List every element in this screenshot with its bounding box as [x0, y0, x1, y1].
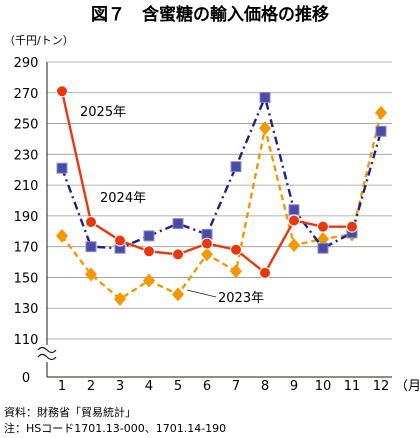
data-point: [85, 267, 97, 282]
y-tick-label: 110: [14, 333, 39, 348]
x-tick-label: 12: [373, 379, 390, 394]
y-tick-label: 230: [14, 148, 39, 163]
x-tick-label: 9: [290, 379, 298, 394]
y-tick-labels: 290 270 250 230 210 190 170 150 130 110 0: [14, 56, 39, 386]
data-point: [114, 234, 126, 247]
x-tick-label: 7: [232, 379, 240, 394]
series-labels: 2025年 2024年 2023年: [80, 105, 264, 306]
data-point: [230, 243, 242, 256]
data-point: [172, 248, 184, 261]
hs-code-note: 注：HSコード1701.13-000、1701.14-190: [4, 421, 226, 435]
series-2: [56, 105, 387, 306]
x-tick-label: 1: [58, 379, 66, 394]
series-label: 2023年: [218, 291, 264, 306]
data-point: [288, 214, 300, 227]
x-tick-labels: 1 2 3 4 5 6 7 8 9 10 11 12: [58, 379, 389, 394]
y-tick-label: 0: [22, 371, 30, 386]
data-point: [56, 162, 68, 174]
x-tick-label: 8: [261, 379, 269, 394]
data-point: [259, 121, 271, 136]
y-tick-label: 250: [14, 118, 39, 133]
y-axis-unit: （千円/トン）: [4, 34, 74, 47]
x-tick-label: 4: [145, 379, 153, 394]
axis-break-mark: [37, 346, 57, 354]
x-tick-label: 11: [344, 379, 361, 394]
y-tick-label: 190: [14, 210, 39, 225]
data-point: [230, 264, 242, 279]
y-tick-label: 270: [14, 87, 39, 102]
data-point: [375, 105, 387, 120]
data-point: [143, 273, 155, 288]
data-point: [259, 266, 271, 279]
data-point: [85, 241, 97, 253]
data-point: [346, 220, 358, 233]
data-point: [143, 245, 155, 258]
data-point: [114, 291, 126, 306]
data-point: [56, 228, 68, 243]
data-point: [172, 218, 184, 230]
data-point: [317, 231, 329, 246]
series-1: [56, 91, 387, 254]
data-point: [201, 247, 213, 262]
data-point: [85, 216, 97, 229]
series-0: [56, 85, 358, 279]
series-group: [56, 85, 387, 306]
x-tick-label: 5: [174, 379, 182, 394]
data-point: [56, 85, 68, 98]
source-note: 資料：財務省「貿易統計」: [4, 405, 136, 419]
x-axis-unit: （月）: [395, 379, 420, 394]
data-point: [143, 230, 155, 242]
axes: [37, 62, 392, 378]
y-tick-label: 210: [14, 179, 39, 194]
data-point: [201, 237, 213, 250]
x-tick-label: 6: [203, 379, 211, 394]
chart-title: 図７ 含蜜糖の輸入価格の推移: [91, 4, 329, 25]
data-point: [172, 287, 184, 302]
data-point: [288, 204, 300, 216]
y-tick-label: 290: [14, 56, 39, 71]
y-tick-label: 170: [14, 241, 39, 256]
x-tick-label: 3: [116, 379, 124, 394]
y-tick-label: 150: [14, 271, 39, 286]
data-point: [230, 161, 242, 173]
series-label: 2024年: [100, 191, 146, 206]
series-label: 2025年: [80, 105, 126, 120]
y-tick-label: 130: [14, 302, 39, 317]
x-tick-label: 2: [87, 379, 95, 394]
data-point: [317, 220, 329, 233]
x-tick-label: 10: [315, 379, 332, 394]
data-point: [288, 238, 300, 253]
label-leader-line: [186, 289, 217, 298]
data-point: [375, 125, 387, 137]
data-point: [317, 242, 329, 254]
axis-break-mark: [37, 353, 57, 361]
data-point: [259, 91, 271, 103]
